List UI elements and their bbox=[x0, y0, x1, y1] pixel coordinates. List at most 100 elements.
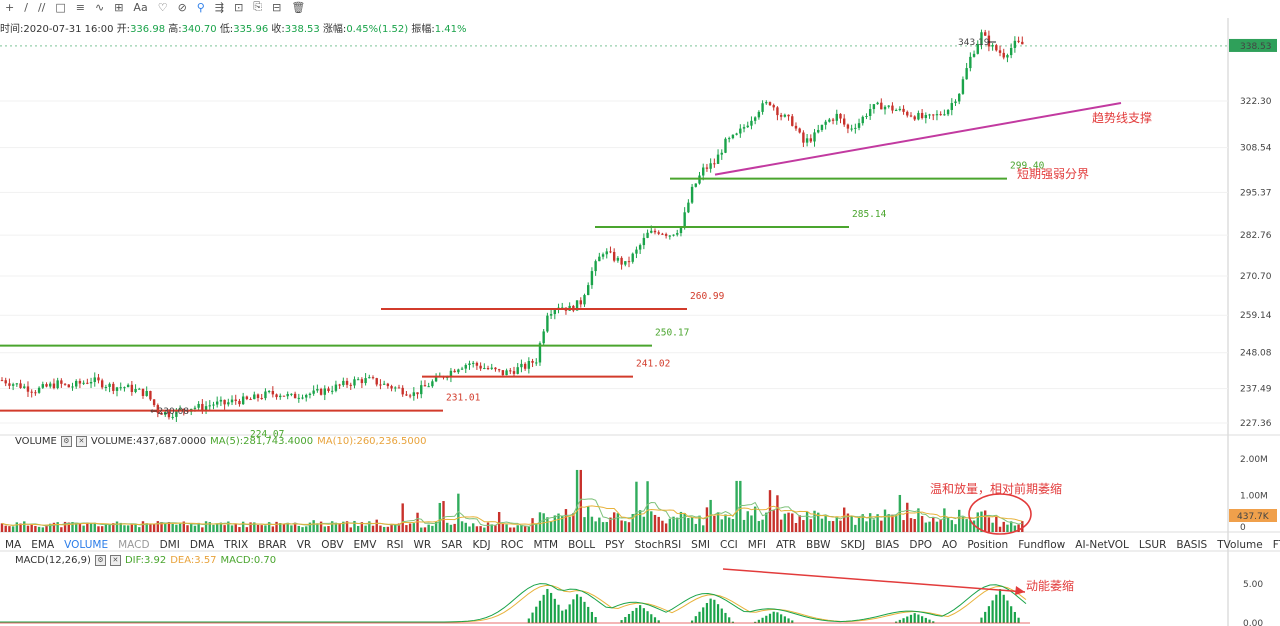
volume-bar bbox=[687, 518, 690, 532]
toolbar-tool-7[interactable]: Aa bbox=[133, 0, 148, 14]
toolbar-tool-11[interactable]: ⇶ bbox=[214, 0, 225, 14]
indicator-atr[interactable]: ATR bbox=[775, 539, 797, 551]
indicator-kdj[interactable]: KDJ bbox=[472, 539, 491, 551]
toolbar-tool-8[interactable]: ♡ bbox=[157, 0, 168, 14]
toolbar-tool-6[interactable]: ⊞ bbox=[114, 0, 124, 14]
indicator-ai-netvol[interactable]: AI-NetVOL bbox=[1075, 539, 1129, 551]
macd-bar bbox=[550, 592, 553, 623]
price-tick: 322.30 bbox=[1240, 97, 1272, 107]
indicator-tvolume[interactable]: TVolume bbox=[1217, 539, 1263, 551]
indicator-ema[interactable]: EMA bbox=[31, 539, 55, 551]
volume-bar bbox=[664, 523, 668, 532]
toolbar-tool-14[interactable]: ⊟ bbox=[272, 0, 282, 14]
indicator-wr[interactable]: WR bbox=[413, 539, 432, 551]
toolbar-tool-2[interactable]: // bbox=[37, 0, 46, 14]
indicator-roc[interactable]: ROC bbox=[500, 539, 524, 551]
candle-body bbox=[15, 383, 19, 385]
toolbar-tool-9[interactable]: ⊘ bbox=[177, 0, 187, 14]
toolbar-tool-4[interactable]: ≡ bbox=[75, 0, 85, 14]
indicator-stochrsi[interactable]: StochRSI bbox=[634, 539, 682, 551]
toolbar-tool-12[interactable]: ⊡ bbox=[234, 0, 244, 14]
volume-bar bbox=[78, 523, 82, 532]
toolbar-tool-1[interactable]: / bbox=[24, 0, 28, 14]
macd-bar bbox=[713, 599, 716, 623]
close-icon[interactable]: ✕ bbox=[75, 436, 87, 447]
indicator-bbw[interactable]: BBW bbox=[806, 539, 831, 551]
macd-bar bbox=[564, 609, 568, 623]
indicator-ao[interactable]: AO bbox=[942, 539, 958, 551]
indicator-position[interactable]: Position bbox=[967, 539, 1009, 551]
indicator-ma[interactable]: MA bbox=[5, 539, 22, 551]
volume-bar bbox=[965, 519, 968, 532]
indicator-mfi[interactable]: MFI bbox=[747, 539, 766, 551]
candle-body bbox=[727, 138, 731, 140]
candle-body bbox=[742, 127, 746, 129]
toolbar-tool-10[interactable]: ⚲ bbox=[196, 0, 205, 14]
indicator-basis[interactable]: BASIS bbox=[1176, 539, 1208, 551]
indicator-sar[interactable]: SAR bbox=[441, 539, 463, 551]
toolbar-tool-15[interactable]: 🗑 bbox=[291, 0, 306, 14]
indicator-vr[interactable]: VR bbox=[296, 539, 312, 551]
volume-bar bbox=[976, 512, 979, 532]
candle-body bbox=[958, 93, 961, 102]
settings-icon[interactable]: ⚙ bbox=[60, 436, 72, 447]
indicator-macd[interactable]: MACD bbox=[118, 539, 150, 551]
level-label: 250.17 bbox=[655, 328, 689, 339]
level-label: 260.99 bbox=[690, 291, 725, 302]
macd-bar bbox=[702, 607, 705, 623]
volume-bar bbox=[828, 520, 831, 532]
volume-bar bbox=[123, 525, 126, 532]
volume-bar bbox=[349, 527, 352, 532]
indicator-smi[interactable]: SMI bbox=[691, 539, 710, 551]
toolbar-tool-3[interactable]: □ bbox=[55, 0, 66, 14]
candle-body bbox=[520, 363, 523, 368]
close-icon[interactable]: ✕ bbox=[109, 555, 121, 566]
indicator-cci[interactable]: CCI bbox=[720, 539, 738, 551]
volume-bar bbox=[394, 524, 397, 532]
volume-bar bbox=[167, 522, 171, 532]
volume-bar bbox=[152, 523, 156, 532]
indicator-fundflow[interactable]: Fundflow bbox=[1018, 539, 1066, 551]
indicator-psy[interactable]: PSY bbox=[605, 539, 625, 551]
candle-body bbox=[397, 387, 401, 389]
volume-bar bbox=[950, 520, 953, 532]
candle-body bbox=[772, 105, 775, 108]
indicator-boll[interactable]: BOLL bbox=[568, 539, 596, 551]
indicator-emv[interactable]: EMV bbox=[353, 539, 377, 551]
volume-bar bbox=[460, 521, 464, 532]
indicator-brar[interactable]: BRAR bbox=[258, 539, 287, 551]
volume-bar bbox=[353, 520, 356, 532]
volume-bar bbox=[93, 522, 96, 532]
volume-last-tag bbox=[1229, 509, 1277, 522]
toolbar-tool-13[interactable]: ⎘ bbox=[253, 0, 263, 13]
macd-bar bbox=[724, 612, 727, 623]
candle-body bbox=[338, 384, 341, 386]
volume-bar bbox=[405, 525, 408, 532]
indicator-lsur[interactable]: LSUR bbox=[1138, 539, 1167, 551]
candle-body bbox=[416, 392, 419, 395]
drawing-toolbar: + ///□ ≡ ∿ ⊞ Aa ♡ ⊘ ⚲ ⇶ ⊡ ⎘ ⊟ 🗑 bbox=[0, 0, 1280, 14]
volume-bar bbox=[15, 522, 19, 532]
candle-body bbox=[26, 386, 30, 392]
indicator-ftbs[interactable]: FTBS bbox=[1272, 539, 1280, 551]
indicator-dpo[interactable]: DPO bbox=[909, 539, 933, 551]
toolbar-tool-5[interactable]: ∿ bbox=[94, 0, 105, 14]
indicator-bias[interactable]: BIAS bbox=[875, 539, 900, 551]
settings-icon[interactable]: ⚙ bbox=[94, 555, 106, 566]
indicator-trix[interactable]: TRIX bbox=[224, 539, 249, 551]
indicator-mtm[interactable]: MTM bbox=[533, 539, 559, 551]
indicator-volume[interactable]: VOLUME bbox=[64, 539, 109, 551]
macd-bar bbox=[754, 621, 757, 623]
indicator-obv[interactable]: OBV bbox=[321, 539, 344, 551]
indicator-dma[interactable]: DMA bbox=[189, 539, 215, 551]
toolbar-tool-0[interactable]: + bbox=[5, 0, 15, 14]
indicator-skdj[interactable]: SKDJ bbox=[840, 539, 866, 551]
volume-bar bbox=[227, 521, 230, 532]
indicator-dmi[interactable]: DMI bbox=[159, 539, 180, 551]
indicator-rsi[interactable]: RSI bbox=[386, 539, 404, 551]
candle-body bbox=[193, 407, 197, 409]
candle-body bbox=[8, 383, 11, 386]
macd-histogram bbox=[527, 588, 1020, 623]
macd-tick: 0.00 bbox=[1243, 619, 1263, 626]
